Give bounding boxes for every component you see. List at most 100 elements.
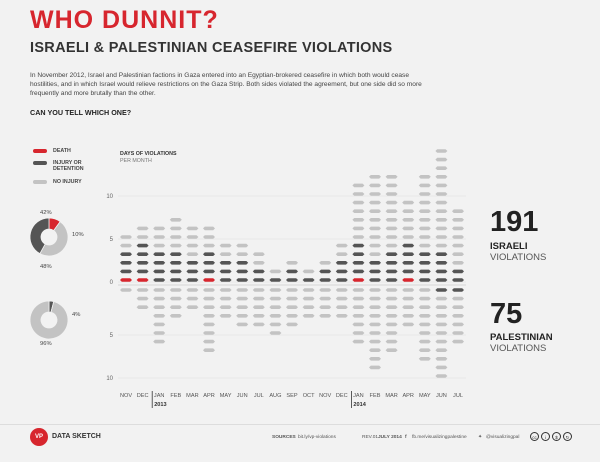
- palestinian-no-injury-mark: [203, 314, 215, 318]
- palestinian-no-injury-mark: [335, 314, 348, 318]
- palestinian-no-injury-mark: [236, 322, 249, 327]
- palestinian-no-injury-mark: [435, 365, 448, 370]
- twitter-link[interactable]: @visualizingpal: [486, 435, 520, 440]
- palestinian-no-injury-mark: [402, 322, 415, 327]
- palestinian-no-injury-mark: [252, 322, 265, 327]
- israeli-no-injury-mark: [452, 226, 464, 231]
- israeli-no-injury-mark: [169, 243, 182, 248]
- palestinian-no-injury-mark: [219, 305, 232, 309]
- israeli-no-injury-mark: [435, 209, 448, 213]
- israeli-injury-mark: [335, 269, 348, 274]
- palestinian-no-injury-mark: [269, 314, 282, 318]
- twitter-icon[interactable]: ✦: [478, 435, 483, 440]
- palestinian-no-injury-mark: [418, 314, 431, 318]
- x-tick-label: JAN: [154, 393, 165, 399]
- israeli-pie-label-death: 10%: [72, 232, 84, 238]
- israeli-no-injury-mark: [385, 183, 398, 188]
- israeli-no-injury-mark: [352, 200, 365, 205]
- x-tick-label: NOV: [319, 393, 331, 399]
- palestinian-total: 75: [490, 298, 523, 330]
- y-tick-label: 0: [110, 280, 114, 286]
- israeli-injury-mark: [252, 269, 265, 274]
- palestinian-no-injury-mark: [153, 322, 166, 327]
- israeli-no-injury-mark: [319, 261, 332, 265]
- israeli-injury-mark: [120, 269, 132, 274]
- israeli-no-injury-mark: [418, 218, 431, 222]
- palestinian-no-injury-mark: [418, 357, 431, 361]
- israeli-injury-mark: [452, 278, 464, 282]
- legend-injury-label: INJURY OR DETENTION: [53, 160, 84, 172]
- palestinian-no-injury-mark: [385, 322, 398, 327]
- palestinian-no-injury-mark: [269, 296, 282, 301]
- israeli-no-injury-mark: [452, 252, 464, 256]
- israeli-pie-label-injury: 48%: [40, 264, 52, 270]
- palestinian-no-injury-mark: [452, 339, 464, 344]
- israeli-injury-mark: [385, 269, 398, 274]
- palestinian-no-injury-mark: [203, 322, 215, 327]
- israeli-injury-mark: [169, 269, 182, 274]
- israeli-no-injury-mark: [153, 226, 166, 231]
- israeli-no-injury-mark: [186, 243, 199, 248]
- israeli-injury-mark: [402, 243, 415, 248]
- israeli-no-injury-mark: [219, 243, 232, 248]
- israeli-pie-label-no-injury: 42%: [40, 210, 52, 216]
- israeli-injury-mark: [302, 278, 315, 282]
- palestinian-pie-label-injury: 4%: [72, 312, 81, 318]
- israeli-no-injury-mark: [435, 157, 448, 162]
- israeli-no-injury-mark: [286, 261, 298, 265]
- palestinian-no-injury-mark: [319, 296, 332, 301]
- palestinian-no-injury-mark: [169, 296, 182, 301]
- israeli-injury-mark: [136, 252, 149, 256]
- palestinian-no-injury-mark: [418, 288, 431, 292]
- page-title: WHO DUNNIT?: [30, 6, 219, 34]
- palestinian-no-injury-mark: [136, 288, 149, 292]
- facebook-icon[interactable]: f: [405, 435, 407, 440]
- israeli-injury-mark: [153, 261, 166, 265]
- israeli-injury-mark: [203, 269, 215, 274]
- year-label: 2013: [154, 402, 166, 408]
- palestinian-no-injury-mark: [435, 296, 448, 301]
- israeli-no-injury-mark: [435, 226, 448, 231]
- israeli-injury-mark: [219, 278, 232, 282]
- israeli-no-injury-mark: [418, 209, 431, 213]
- israeli-death-mark: [120, 278, 132, 282]
- x-tick-label: FEB: [370, 393, 381, 399]
- israeli-no-injury-mark: [435, 235, 448, 239]
- facebook-link[interactable]: fb.me/visualizingpalestine: [412, 435, 467, 440]
- palestinian-no-injury-mark: [153, 314, 166, 318]
- death-swatch: [33, 149, 47, 153]
- israeli-no-injury-mark: [418, 192, 431, 196]
- israeli-injury-mark: [186, 269, 199, 274]
- x-tick-label: NOV: [120, 393, 132, 399]
- israeli-injury-mark: [236, 261, 249, 265]
- israeli-no-injury-mark: [335, 243, 348, 248]
- israeli-injury-mark: [319, 278, 332, 282]
- israeli-no-injury-mark: [352, 209, 365, 213]
- palestinian-no-injury-mark: [402, 288, 415, 292]
- sa-icon: ↻: [563, 432, 572, 441]
- palestinian-no-injury-mark: [286, 288, 298, 292]
- israeli-injury-mark: [385, 278, 398, 282]
- israeli-injury-mark: [120, 261, 132, 265]
- israeli-injury-mark: [352, 269, 365, 274]
- israeli-no-injury-mark: [203, 226, 215, 231]
- palestinian-no-injury-mark: [302, 296, 315, 301]
- palestinian-no-injury-mark: [352, 339, 365, 344]
- israeli-no-injury-mark: [452, 209, 464, 213]
- palestinian-no-injury-mark: [269, 305, 282, 309]
- israeli-no-injury-mark: [352, 226, 365, 231]
- sources-link[interactable]: bit.ly/vp-violations: [298, 435, 336, 440]
- revision-date: JULY 2014: [378, 435, 402, 440]
- palestinian-no-injury-mark: [252, 305, 265, 309]
- palestinian-no-injury-mark: [385, 348, 398, 352]
- israeli-injury-mark: [153, 278, 166, 282]
- palestinian-no-injury-mark: [385, 296, 398, 301]
- israeli-no-injury-mark: [402, 226, 415, 231]
- israeli-no-injury-mark: [435, 200, 448, 205]
- israeli-no-injury-mark: [385, 200, 398, 205]
- palestinian-no-injury-mark: [302, 314, 315, 318]
- x-tick-label: OCT: [303, 393, 315, 399]
- israeli-injury-mark: [335, 261, 348, 265]
- palestinian-injury-mark: [452, 288, 464, 292]
- palestinian-no-injury-mark: [153, 331, 166, 335]
